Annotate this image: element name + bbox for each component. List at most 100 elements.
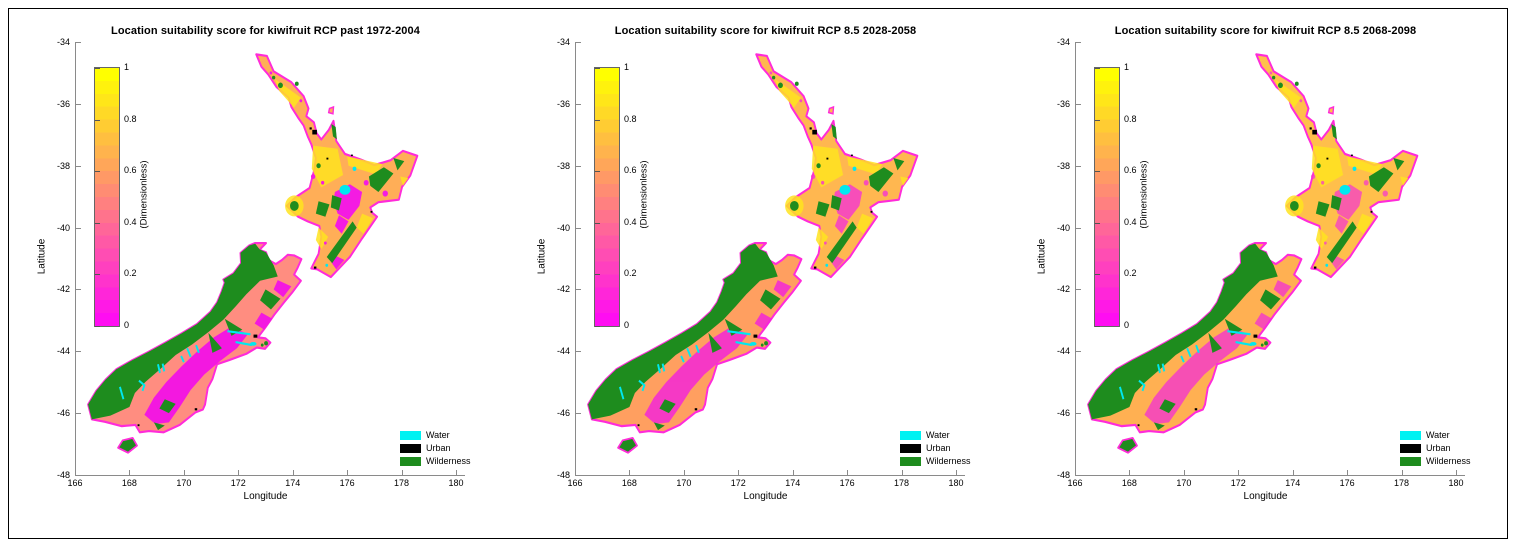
urban-tauranga xyxy=(1350,154,1353,157)
lake-ellesmere xyxy=(1249,342,1257,346)
x-tick-mark xyxy=(238,470,240,475)
colorbar-tick-mark xyxy=(1095,326,1100,327)
colorbar-tick-label: 1 xyxy=(124,62,130,72)
colorbar xyxy=(1094,67,1120,327)
urban-napier xyxy=(870,210,873,213)
y-tick-mark xyxy=(576,227,581,229)
colorbar-label: (Dimensionless) xyxy=(138,160,150,229)
x-tick-label: 166 xyxy=(67,478,83,488)
x-tick-label: 168 xyxy=(121,478,137,488)
urban-invercargill xyxy=(637,424,640,427)
colorbar-tick-label: 0.8 xyxy=(1124,113,1137,124)
stewart-island-shape xyxy=(1117,436,1138,454)
y-tick-mark xyxy=(1076,165,1081,167)
map-panel-2: Location suitability score for kiwifruit… xyxy=(1008,0,1508,547)
colorbar-tick-label: 0.6 xyxy=(1124,165,1137,176)
urban-markers-north xyxy=(309,127,373,269)
lake-taupo xyxy=(839,184,851,195)
legend-swatch-water xyxy=(900,431,921,440)
x-tick-mark xyxy=(575,470,576,475)
colorbar xyxy=(94,67,120,327)
x-tick-mark xyxy=(792,470,794,475)
urban-dunedin xyxy=(694,408,698,411)
y-tick-mark xyxy=(76,103,81,105)
x-tick-mark xyxy=(1129,470,1131,475)
urban-wellington xyxy=(813,266,817,269)
wilderness-region-west xyxy=(88,243,281,431)
urban-christchurch xyxy=(1253,334,1258,338)
x-tick-label: 166 xyxy=(1067,478,1083,488)
colorbar-label: (Dimensionless) xyxy=(638,160,650,229)
legend-row: Water xyxy=(900,431,971,440)
y-tick-mark xyxy=(1076,42,1081,43)
wilderness-patches-north xyxy=(772,75,905,264)
y-tick-mark xyxy=(76,165,81,167)
x-tick-label: 176 xyxy=(839,478,855,488)
y-tick-mark xyxy=(1076,227,1081,229)
x-tick-mark xyxy=(75,470,76,475)
low-suitability-patches xyxy=(769,71,888,270)
x-tick-mark xyxy=(956,470,957,475)
low-suitability-patches xyxy=(269,71,388,270)
legend-swatch-wilderness xyxy=(400,457,421,466)
colorbar-tick-mark xyxy=(95,274,100,276)
colorbar-tick-label: 0 xyxy=(624,320,630,330)
water-features-south xyxy=(1118,330,1257,400)
colorbar-tick-label: 1 xyxy=(1124,62,1130,72)
y-tick-label: -38 xyxy=(1056,160,1070,171)
y-tick-mark xyxy=(1076,289,1081,291)
legend-row: Wilderness xyxy=(1400,457,1471,466)
colorbar-tick-mark xyxy=(95,68,100,69)
panel-title: Location suitability score for kiwifruit… xyxy=(111,25,420,38)
colorbar-tick-label: 0.6 xyxy=(624,165,637,176)
great-barrier-island xyxy=(1327,105,1335,115)
colorbar-tick-mark xyxy=(595,68,600,69)
water-features-south xyxy=(118,330,257,400)
legend-swatch-water xyxy=(1400,431,1421,440)
x-tick-mark xyxy=(183,470,185,475)
urban-hamilton xyxy=(326,157,329,160)
colorbar-tick-mark xyxy=(1095,222,1100,224)
legend-label: Wilderness xyxy=(426,456,471,466)
map-panel-1: Location suitability score for kiwifruit… xyxy=(508,0,1008,547)
urban-auckland xyxy=(1312,129,1317,135)
legend-row: Urban xyxy=(400,444,471,453)
y-tick-label: -36 xyxy=(56,98,70,109)
urban-wellington xyxy=(1313,266,1317,269)
y-tick-mark xyxy=(576,351,581,353)
y-tick-label: -44 xyxy=(1056,346,1070,357)
x-tick-mark xyxy=(456,470,457,475)
y-tick-label: -40 xyxy=(556,222,570,233)
stewart-island-shape xyxy=(617,436,638,454)
y-tick-label: -34 xyxy=(556,37,570,47)
lake-rotorua xyxy=(852,166,857,171)
legend-label: Water xyxy=(926,430,950,440)
y-axis-line xyxy=(1075,42,1076,475)
low-suitability-interior xyxy=(1144,280,1292,424)
y-tick-label: -46 xyxy=(56,408,70,419)
colorbar-tick-label: 0 xyxy=(1124,320,1130,330)
y-tick-mark xyxy=(576,165,581,167)
x-tick-label: 174 xyxy=(1285,478,1301,488)
urban-napier xyxy=(1370,210,1373,213)
legend-label: Urban xyxy=(926,443,951,453)
lake-wairarapa xyxy=(825,263,829,267)
lake-rotorua xyxy=(352,166,357,171)
high-suitability-patches xyxy=(775,79,909,250)
urban-invercargill xyxy=(1137,424,1140,427)
y-tick-mark xyxy=(1076,103,1081,105)
urban-markers-south xyxy=(1137,334,1258,427)
x-tick-mark xyxy=(347,470,349,475)
y-tick-label: -42 xyxy=(56,284,70,295)
colorbar-tick-label: 0.8 xyxy=(624,113,637,124)
urban-markers-south xyxy=(137,334,258,427)
legend-swatch-urban xyxy=(400,444,421,453)
y-tick-label: -36 xyxy=(1056,98,1070,109)
wilderness-patches-north xyxy=(1272,75,1405,264)
y-tick-label: -44 xyxy=(56,346,70,357)
x-tick-mark xyxy=(1456,470,1457,475)
y-tick-label: -48 xyxy=(556,470,570,480)
lake-ellesmere xyxy=(249,342,257,346)
x-tick-mark xyxy=(129,470,131,475)
colorbar-tick-mark xyxy=(1095,171,1100,173)
